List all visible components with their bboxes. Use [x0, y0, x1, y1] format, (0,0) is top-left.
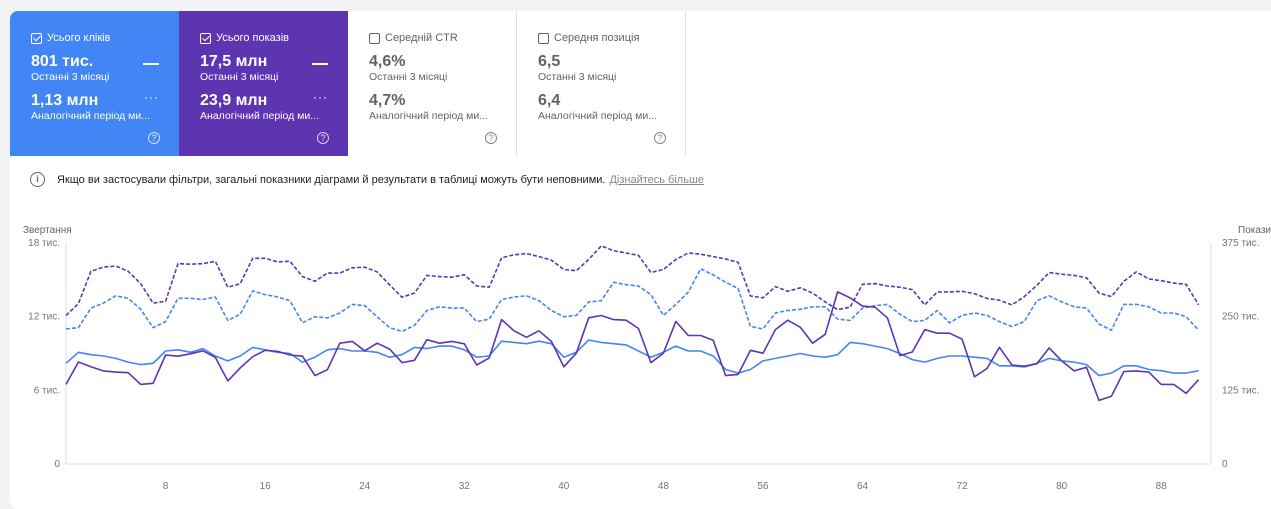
series-line-current — [65, 339, 1199, 377]
metric-prev-period: Аналогічний період ми... — [538, 110, 657, 122]
x-axis-tick: 16 — [260, 481, 272, 492]
x-axis-tick: 48 — [658, 481, 670, 492]
right-axis-tick: 0 — [1222, 459, 1228, 470]
chart-labels: 0 0 6 тис. 125 тис. 12 тис. 250 тис. 18 тис. 37… — [23, 225, 1271, 492]
performance-panel: Усього кліків 801 тис. Останні 3 місяці … — [10, 11, 1271, 509]
metric-period: Останні 3 місяці — [538, 71, 617, 83]
help-icon[interactable]: ? — [317, 132, 329, 144]
info-icon: i — [30, 172, 45, 187]
x-axis-tick: 8 — [163, 481, 169, 492]
series-line-previous — [65, 245, 1200, 317]
metric-label: Середній CTR — [385, 32, 458, 44]
checkbox-checked-icon[interactable] — [200, 32, 211, 44]
metric-card-ctr[interactable]: Середній CTR 4,6% Останні 3 місяці 4,7% … — [348, 11, 517, 156]
metric-card-position[interactable]: Середня позиція 6,5 Останні 3 місяці 6,4… — [517, 11, 686, 156]
metric-card-header[interactable]: Усього кліків — [31, 31, 179, 45]
help-icon[interactable]: ? — [148, 132, 160, 144]
x-axis-tick: 88 — [1156, 481, 1168, 492]
right-axis-tick: 375 тис. — [1222, 238, 1259, 249]
metric-prev-value: 1,13 млн — [31, 92, 99, 109]
left-axis-tick: 18 тис. — [28, 238, 60, 249]
checkbox-checked-icon[interactable] — [31, 32, 42, 44]
help-icon[interactable]: ? — [654, 132, 666, 144]
metric-card-impressions[interactable]: Усього показів 17,5 млн Останні 3 місяці… — [179, 11, 348, 156]
series-line-current — [65, 291, 1200, 402]
checkbox-unchecked-icon[interactable] — [538, 32, 549, 44]
performance-chart: 0 0 6 тис. 125 тис. 12 тис. 250 тис. 18 тис. 37… — [23, 225, 1271, 492]
metric-label: Усього кліків — [47, 32, 111, 44]
metric-card-header[interactable]: Середня позиція — [538, 31, 685, 45]
solid-line-legend-icon — [312, 63, 328, 65]
dashed-line-legend-icon: ··· — [144, 90, 159, 104]
metric-card-header[interactable]: Усього показів — [200, 31, 348, 45]
left-axis-title: Звертання — [23, 225, 72, 236]
metric-label: Усього показів — [216, 32, 289, 44]
metric-label: Середня позиція — [554, 32, 640, 44]
metric-period: Останні 3 місяці — [31, 71, 110, 83]
chart-grid — [65, 243, 1212, 465]
x-axis-tick: 56 — [757, 481, 769, 492]
checkbox-unchecked-icon[interactable] — [369, 32, 380, 44]
x-axis-tick: 80 — [1056, 481, 1068, 492]
notice-text: Якщо ви застосували фільтри, загальні по… — [57, 173, 606, 186]
metric-value: 4,6% — [369, 53, 406, 70]
x-axis-tick: 40 — [558, 481, 570, 492]
left-axis-tick: 6 тис. — [34, 385, 60, 396]
x-axis-tick: 72 — [957, 481, 969, 492]
metric-period: Останні 3 місяці — [200, 71, 279, 83]
learn-more-link[interactable]: Дізнайтесь більше — [609, 173, 704, 186]
right-axis-tick: 250 тис. — [1222, 312, 1259, 323]
left-axis-tick: 12 тис. — [28, 312, 60, 323]
metric-card-clicks[interactable]: Усього кліків 801 тис. Останні 3 місяці … — [10, 11, 179, 156]
x-axis-tick: 24 — [359, 481, 371, 492]
help-icon[interactable]: ? — [485, 132, 497, 144]
solid-line-legend-icon — [143, 63, 159, 65]
dashed-line-legend-icon: ··· — [313, 90, 328, 104]
metric-prev-value: 6,4 — [538, 92, 561, 109]
metric-cards: Усього кліків 801 тис. Останні 3 місяці … — [10, 11, 686, 156]
x-axis-tick: 64 — [857, 481, 869, 492]
metric-period: Останні 3 місяці — [369, 71, 448, 83]
metric-prev-value: 4,7% — [369, 92, 406, 109]
metric-prev-period: Аналогічний період ми... — [31, 110, 150, 122]
metric-card-header[interactable]: Середній CTR — [369, 31, 516, 45]
right-axis-tick: 125 тис. — [1222, 385, 1259, 396]
metric-value: 17,5 млн — [200, 53, 268, 70]
right-axis-title: Покази — [1238, 225, 1271, 236]
chart-lines — [65, 245, 1200, 402]
series-line-previous — [65, 267, 1200, 333]
metric-prev-period: Аналогічний період ми... — [369, 110, 488, 122]
x-axis-tick: 32 — [459, 481, 471, 492]
metric-prev-period: Аналогічний період ми... — [200, 110, 319, 122]
metric-prev-value: 23,9 млн — [200, 92, 268, 109]
metric-value: 6,5 — [538, 53, 561, 70]
filter-notice: i Якщо ви застосували фільтри, загальні … — [30, 172, 704, 187]
metric-value: 801 тис. — [31, 53, 94, 70]
left-axis-tick: 0 — [54, 459, 60, 470]
